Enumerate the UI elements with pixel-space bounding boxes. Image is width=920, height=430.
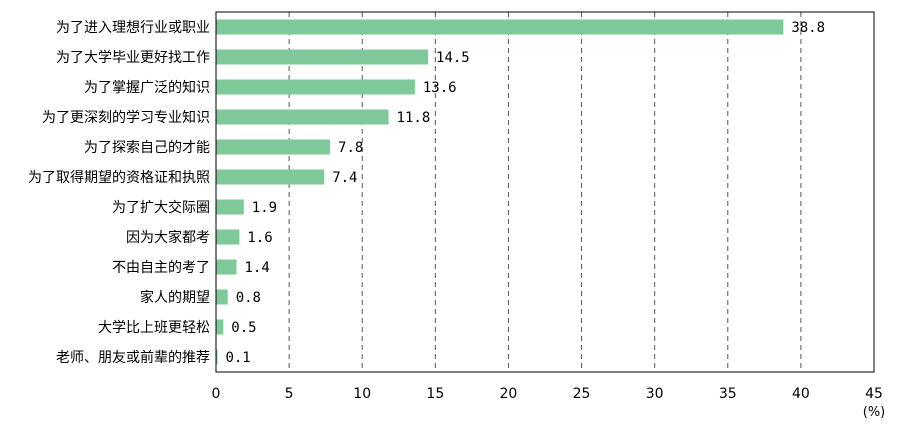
value-label: 1.9	[252, 200, 277, 216]
value-label: 0.5	[231, 320, 256, 336]
category-label: 为了扩大交际圈	[112, 199, 210, 216]
value-label: 0.1	[225, 350, 250, 366]
x-axis-unit: (%)	[863, 405, 886, 420]
x-tick-label: 0	[212, 386, 221, 402]
category-label: 为了大学毕业更好找工作	[56, 50, 210, 66]
bar	[216, 109, 389, 125]
labels: 0 5 10 15 20 25 30 35 40 45 为了进入理想行业或职业 38.8 为了大学毕业更…	[28, 20, 883, 402]
value-label: 14.5	[436, 50, 470, 66]
bar	[216, 79, 415, 95]
category-label: 为了更深刻的学习专业知识	[42, 109, 210, 126]
value-label: 1.4	[244, 260, 269, 276]
value-label: 38.8	[791, 20, 825, 36]
category-label: 为了取得期望的资格证和执照	[28, 169, 210, 186]
bar	[216, 169, 325, 185]
value-label: 7.4	[332, 170, 357, 186]
bar	[216, 349, 218, 365]
bar	[216, 199, 244, 215]
bar	[216, 259, 237, 275]
category-label: 为了进入理想行业或职业	[56, 20, 210, 36]
category-label: 老师、朋友或前辈的推荐	[56, 349, 210, 366]
category-label: 为了掌握广泛的知识	[84, 79, 210, 96]
value-label: 1.6	[247, 230, 272, 246]
grid-lines	[288, 12, 802, 372]
value-label: 13.6	[423, 80, 457, 96]
bar	[216, 139, 331, 155]
x-tick-label: 45	[865, 386, 883, 402]
x-tick-label: 5	[285, 386, 294, 402]
x-tick-label: 40	[792, 386, 810, 402]
bar	[216, 289, 228, 305]
x-tick-label: 30	[646, 386, 664, 402]
category-label: 大学比上班更轻松	[98, 320, 210, 336]
bar	[216, 319, 224, 335]
category-label: 不由自主的考了	[112, 260, 210, 276]
x-tick-label: 35	[719, 386, 737, 402]
value-label: 7.8	[338, 140, 363, 156]
plot-frame	[215, 11, 875, 373]
category-label: 因为大家都考	[126, 229, 210, 246]
category-label: 家人的期望	[140, 289, 210, 306]
x-tick-label: 15	[426, 386, 444, 402]
bar	[216, 229, 240, 245]
x-tick-label: 20	[500, 386, 518, 402]
category-label: 为了探索自己的才能	[84, 139, 210, 156]
value-label: 11.8	[397, 110, 431, 126]
x-tick-label: 10	[353, 386, 371, 402]
bars	[216, 19, 784, 365]
bar	[216, 19, 784, 35]
x-tick-label: 25	[573, 386, 591, 402]
bar	[216, 49, 429, 65]
value-label: 0.8	[236, 290, 261, 306]
